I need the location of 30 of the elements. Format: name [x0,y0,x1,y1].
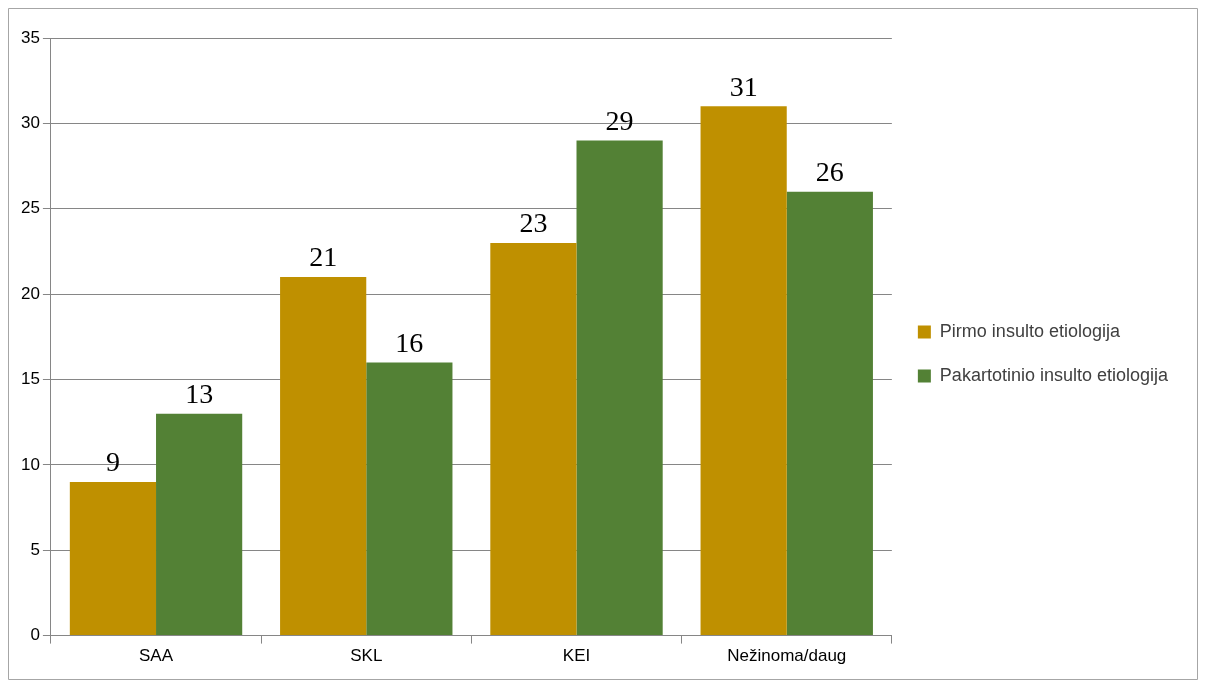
y-tick-label: 25 [20,198,40,218]
y-tick-label: 15 [20,369,40,389]
y-tick-label: 0 [30,625,40,645]
legend-label: Pirmo insulto etiologija [939,320,1121,341]
y-tick-label: 30 [20,113,40,133]
y-tick-label: 10 [20,454,40,474]
x-tick-label: Nežinoma/daug [727,646,847,666]
y-tick-label: 35 [20,27,40,47]
bar [700,106,787,636]
data-label: 16 [395,326,424,358]
data-label: 23 [519,207,548,239]
bar [490,242,577,636]
y-tick-label: 20 [20,283,40,303]
y-tick-label: 5 [30,539,40,559]
data-label: 21 [309,241,338,273]
x-tick-label: SKL [350,646,383,666]
bar [576,140,663,636]
data-label: 31 [729,70,758,102]
bar [786,191,873,636]
data-label: 9 [105,446,120,478]
bar [69,481,157,636]
data-label: 26 [815,156,844,188]
x-tick-label: KEI [562,646,591,666]
data-label: 13 [185,377,214,409]
bar [280,277,367,636]
bar [366,362,453,636]
legend-label: Pakartotinio insulto etiologija [939,364,1169,385]
bar [156,413,243,636]
data-label: 29 [605,104,634,136]
x-tick-label: SAA [139,646,174,666]
